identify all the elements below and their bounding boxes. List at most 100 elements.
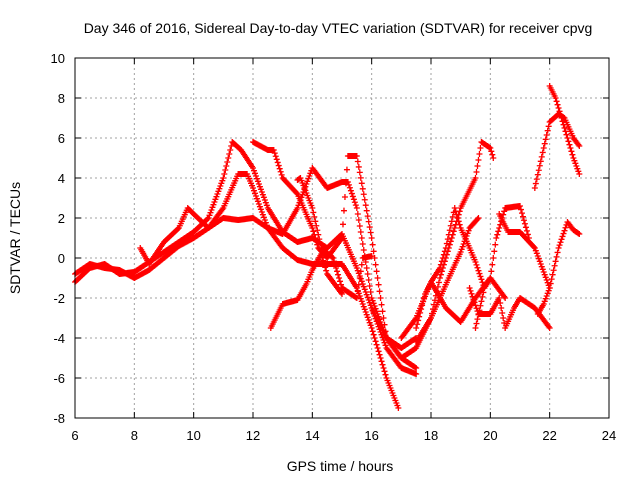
data-point (468, 290, 475, 297)
data-point (380, 315, 387, 321)
data-point (364, 294, 371, 301)
data-point (270, 147, 277, 153)
data-point (358, 180, 365, 187)
y-tick-label: 4 (58, 171, 65, 186)
data-point (339, 235, 345, 241)
data-point (174, 225, 181, 232)
data-point (271, 150, 278, 157)
data-point (488, 268, 495, 275)
data-point (224, 159, 231, 165)
data-point (478, 298, 485, 305)
data-point (496, 225, 503, 231)
data-point (258, 209, 265, 215)
data-point (571, 157, 578, 164)
data-point (312, 235, 319, 241)
data-point (362, 202, 369, 209)
data-point (494, 231, 501, 238)
data-point (379, 361, 386, 368)
data-point (314, 227, 321, 234)
data-point (332, 261, 339, 268)
data-point (474, 163, 481, 169)
data-point (543, 277, 550, 283)
data-point (478, 276, 485, 283)
data-point (368, 295, 375, 301)
data-point (538, 153, 545, 160)
data-point (277, 168, 284, 175)
data-point (362, 309, 369, 315)
data-point (368, 253, 375, 259)
chart-title: Day 346 of 2016, Sidereal Day-to-day VTE… (84, 20, 593, 36)
data-point (259, 191, 266, 198)
data-point (367, 289, 374, 295)
data-point (576, 231, 583, 237)
data-point (546, 325, 553, 331)
data-point (451, 225, 458, 231)
data-point (517, 203, 523, 209)
data-point (444, 236, 451, 243)
data-point (476, 270, 483, 277)
data-point (523, 227, 530, 234)
data-point (542, 136, 549, 143)
data-point (354, 267, 361, 274)
data-point (357, 229, 364, 235)
data-point (309, 225, 316, 231)
plot-border (74, 57, 610, 419)
data-point (490, 155, 497, 161)
data-point (461, 238, 468, 245)
data-point (359, 241, 366, 247)
data-point (498, 305, 505, 311)
data-point (442, 245, 449, 251)
data-point (454, 215, 461, 221)
data-point (354, 158, 361, 165)
data-point (552, 258, 559, 265)
data-point (293, 189, 300, 196)
data-point (435, 279, 442, 286)
data-point (569, 151, 576, 158)
data-point (541, 140, 548, 147)
data-point (545, 287, 552, 294)
data-point (371, 335, 378, 341)
y-tick-label: -2 (53, 291, 65, 306)
data-point (562, 224, 569, 231)
data-point (446, 241, 453, 248)
data-point (367, 322, 374, 329)
data-point (477, 302, 484, 309)
data-point (365, 317, 372, 323)
data-point (262, 219, 269, 226)
data-point (531, 185, 538, 191)
data-point (212, 196, 219, 203)
data-point (214, 191, 221, 197)
data-point (353, 265, 360, 271)
data-point (524, 231, 531, 238)
data-point (219, 206, 226, 213)
data-point (562, 128, 569, 135)
data-point (369, 328, 376, 335)
data-point (309, 205, 316, 211)
data-point (475, 157, 482, 163)
data-point (545, 323, 552, 330)
data-point (299, 191, 306, 198)
series-track-c (137, 165, 420, 351)
data-point (360, 247, 367, 253)
data-point (368, 235, 375, 241)
data-point (217, 183, 224, 189)
data-point (451, 205, 458, 211)
data-point (453, 211, 460, 218)
series-track-o (534, 219, 583, 317)
data-point (480, 289, 487, 296)
data-point (496, 295, 503, 301)
data-point (358, 278, 365, 285)
data-point (353, 205, 360, 211)
data-point (548, 276, 555, 283)
data-point (438, 258, 445, 265)
data-point (257, 206, 264, 213)
data-point (351, 199, 358, 206)
data-point (458, 246, 465, 253)
data-point (337, 278, 344, 285)
data-point (342, 180, 349, 187)
data-point (545, 123, 552, 130)
data-point (329, 254, 336, 261)
data-point (495, 228, 502, 235)
data-point (263, 222, 270, 229)
